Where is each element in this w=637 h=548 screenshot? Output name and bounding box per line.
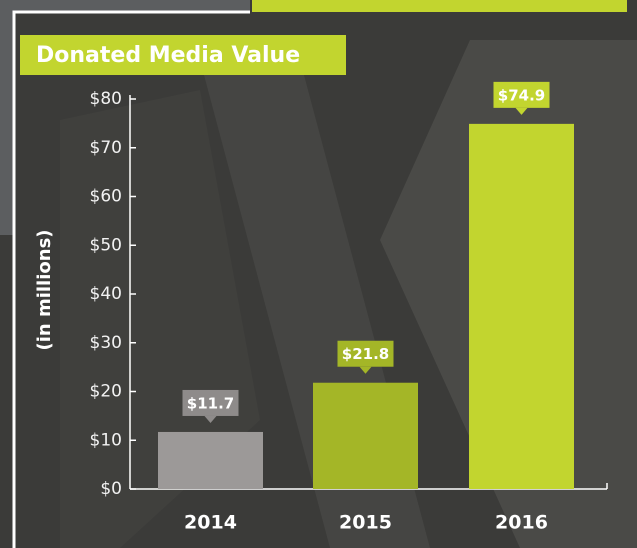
value-label: $74.9 [498,86,545,104]
bar [158,432,263,489]
chart-title: Donated Media Value [36,43,300,68]
x-tick-label: 2015 [339,512,392,534]
value-label: $11.7 [187,394,234,412]
value-label: $21.8 [342,345,389,363]
y-tick-label: $0 [100,479,122,499]
y-tick-label: $80 [90,89,122,109]
chart: Donated Media Value (in millions) $0 $10 $… [0,0,637,548]
y-tick-label: $10 [90,430,122,450]
page: {"chart_data": {"type": "bar", "title": … [0,0,637,548]
y-tick-label: $50 [90,235,122,255]
bar [469,124,574,489]
y-tick-label: $60 [90,187,122,207]
y-tick-label: $30 [90,333,122,353]
x-tick-label: 2016 [495,512,548,534]
y-tick-label: $70 [90,138,122,158]
y-tick-label: $40 [90,284,122,304]
y-tick-label: $20 [90,382,122,402]
accent-strip [252,0,627,12]
bar [313,383,418,489]
x-tick-label: 2014 [184,512,237,534]
y-axis-label: (in millions) [34,229,55,350]
